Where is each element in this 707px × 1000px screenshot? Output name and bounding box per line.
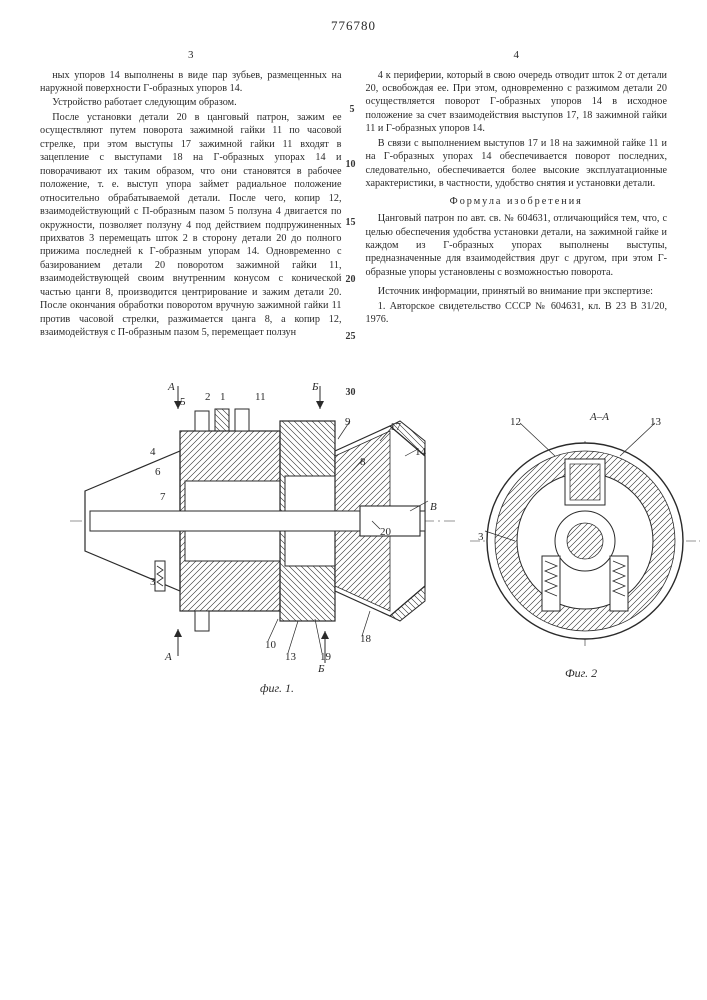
line-number: 15 — [346, 216, 356, 229]
fig-label: 3 — [150, 576, 156, 588]
line-number: 25 — [346, 330, 356, 343]
col-number-right: 4 — [366, 48, 668, 63]
fig-label: 19 — [320, 651, 331, 663]
fig-label: 11 — [255, 391, 266, 403]
fig-label: 13 — [650, 416, 661, 428]
fig-label: 18 — [360, 633, 371, 645]
fig-label: 7 — [160, 491, 166, 503]
claim: Цанговый патрон по авт. св. № 604631, от… — [366, 212, 668, 279]
fig-label: 12 — [510, 416, 521, 428]
claims-heading: Формула изобретения — [366, 195, 668, 208]
fig1-caption: фиг. 1. — [260, 681, 294, 696]
fig-label: 14 — [415, 446, 426, 458]
line-number: 10 — [346, 158, 356, 171]
fig-label: A — [168, 381, 175, 393]
fig-label: 17 — [390, 421, 401, 433]
fig-label: 13 — [285, 651, 296, 663]
para: В связи с выполнением выступов 17 и 18 н… — [366, 137, 668, 191]
fig-label: 6 — [155, 466, 161, 478]
line-number: 5 — [350, 103, 355, 116]
fig-label: B — [430, 501, 437, 513]
source: 1. Авторское свидетельство СССР № 604631… — [366, 300, 668, 327]
patent-number: 776780 — [40, 18, 667, 34]
fig-label: 4 — [150, 446, 156, 458]
fig-label: A — [165, 651, 172, 663]
para: После установки детали 20 в цанговый пат… — [40, 111, 342, 340]
para: 4 к периферии, который в свою очередь от… — [366, 69, 668, 136]
fig2-caption: Фиг. 2 — [565, 666, 597, 681]
para: Устройство работает следующим образом. — [40, 96, 342, 109]
fig-label: 1 — [220, 391, 226, 403]
fig-label: 3 — [478, 531, 484, 543]
column-right: 5 10 15 20 25 30 4 4 к периферии, которы… — [366, 48, 668, 341]
para: ных упоров 14 выполнены в виде пар зубье… — [40, 69, 342, 96]
fig-label: A–A — [590, 411, 609, 423]
line-number: 20 — [346, 273, 356, 286]
figure-1 — [60, 361, 460, 681]
column-left: 3 ных упоров 14 выполнены в виде пар зуб… — [40, 48, 342, 341]
figures-area: A 5 2 1 11 Б 9 17 14 8 4 6 7 B 20 3 10 1… — [40, 361, 667, 701]
figure-2 — [470, 401, 700, 661]
fig-label: 2 — [205, 391, 211, 403]
fig-label: Б — [312, 381, 319, 393]
fig-label: 5 — [180, 396, 186, 408]
source-heading: Источник информации, принятый во внимани… — [366, 285, 668, 298]
fig-label: 8 — [360, 456, 366, 468]
fig-label: 10 — [265, 639, 276, 651]
text-columns: 3 ных упоров 14 выполнены в виде пар зуб… — [40, 48, 667, 341]
fig-label: Б — [318, 663, 325, 675]
fig-label: 20 — [380, 526, 391, 538]
fig-label: 9 — [345, 416, 351, 428]
col-number-left: 3 — [40, 48, 342, 63]
